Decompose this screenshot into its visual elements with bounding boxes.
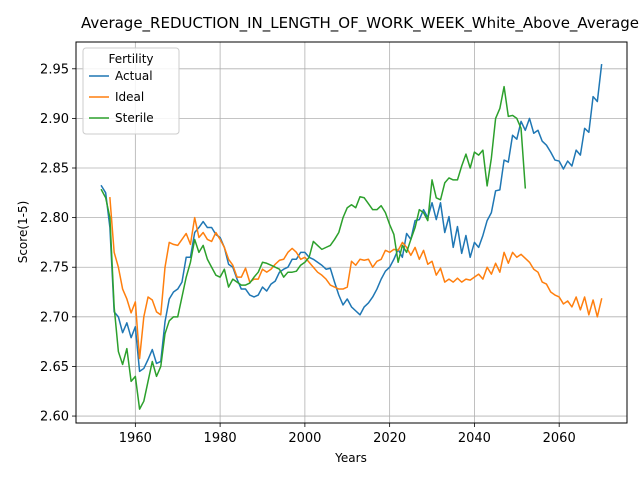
x-tick-label: 1960 [119,431,152,446]
legend: Fertility Actual Ideal Sterile [82,47,180,135]
x-tick-label: 2000 [288,431,321,446]
plot-frame [75,41,628,424]
y-tick-label: 2.65 [40,360,69,375]
series-line-actual [100,63,603,373]
y-tick-label: 2.75 [40,261,69,276]
y-tick-label: 2.70 [40,310,69,325]
legend-title: Fertility [108,52,153,66]
x-tick-label: 2060 [543,431,576,446]
legend-label-actual: Actual [115,69,153,83]
x-axis-label: Years [334,451,367,465]
legend-label-sterile: Sterile [115,111,154,125]
series-line-ideal [109,196,603,360]
series-line-sterile [100,85,527,410]
y-tick-label: 2.80 [40,211,69,226]
grid-lines [76,42,627,423]
legend-label-ideal: Ideal [115,90,144,104]
x-axis: 1960 1980 2000 2020 2040 2060 [119,423,576,446]
x-tick-label: 1980 [204,431,237,446]
legend-box [82,47,180,135]
chart-title: Average_REDUCTION_IN_LENGTH_OF_WORK_WEEK… [81,14,639,33]
y-tick-label: 2.60 [40,410,69,425]
y-axis: 2.60 2.65 2.70 2.75 2.80 2.85 2.90 2.95 [40,62,76,425]
x-tick-label: 2020 [373,431,406,446]
y-axis-label: Score(1-5) [16,201,30,264]
series-lines [100,63,603,410]
y-tick-label: 2.90 [40,112,69,127]
y-tick-label: 2.85 [40,162,69,177]
y-tick-label: 2.95 [40,62,69,77]
x-tick-label: 2040 [458,431,491,446]
